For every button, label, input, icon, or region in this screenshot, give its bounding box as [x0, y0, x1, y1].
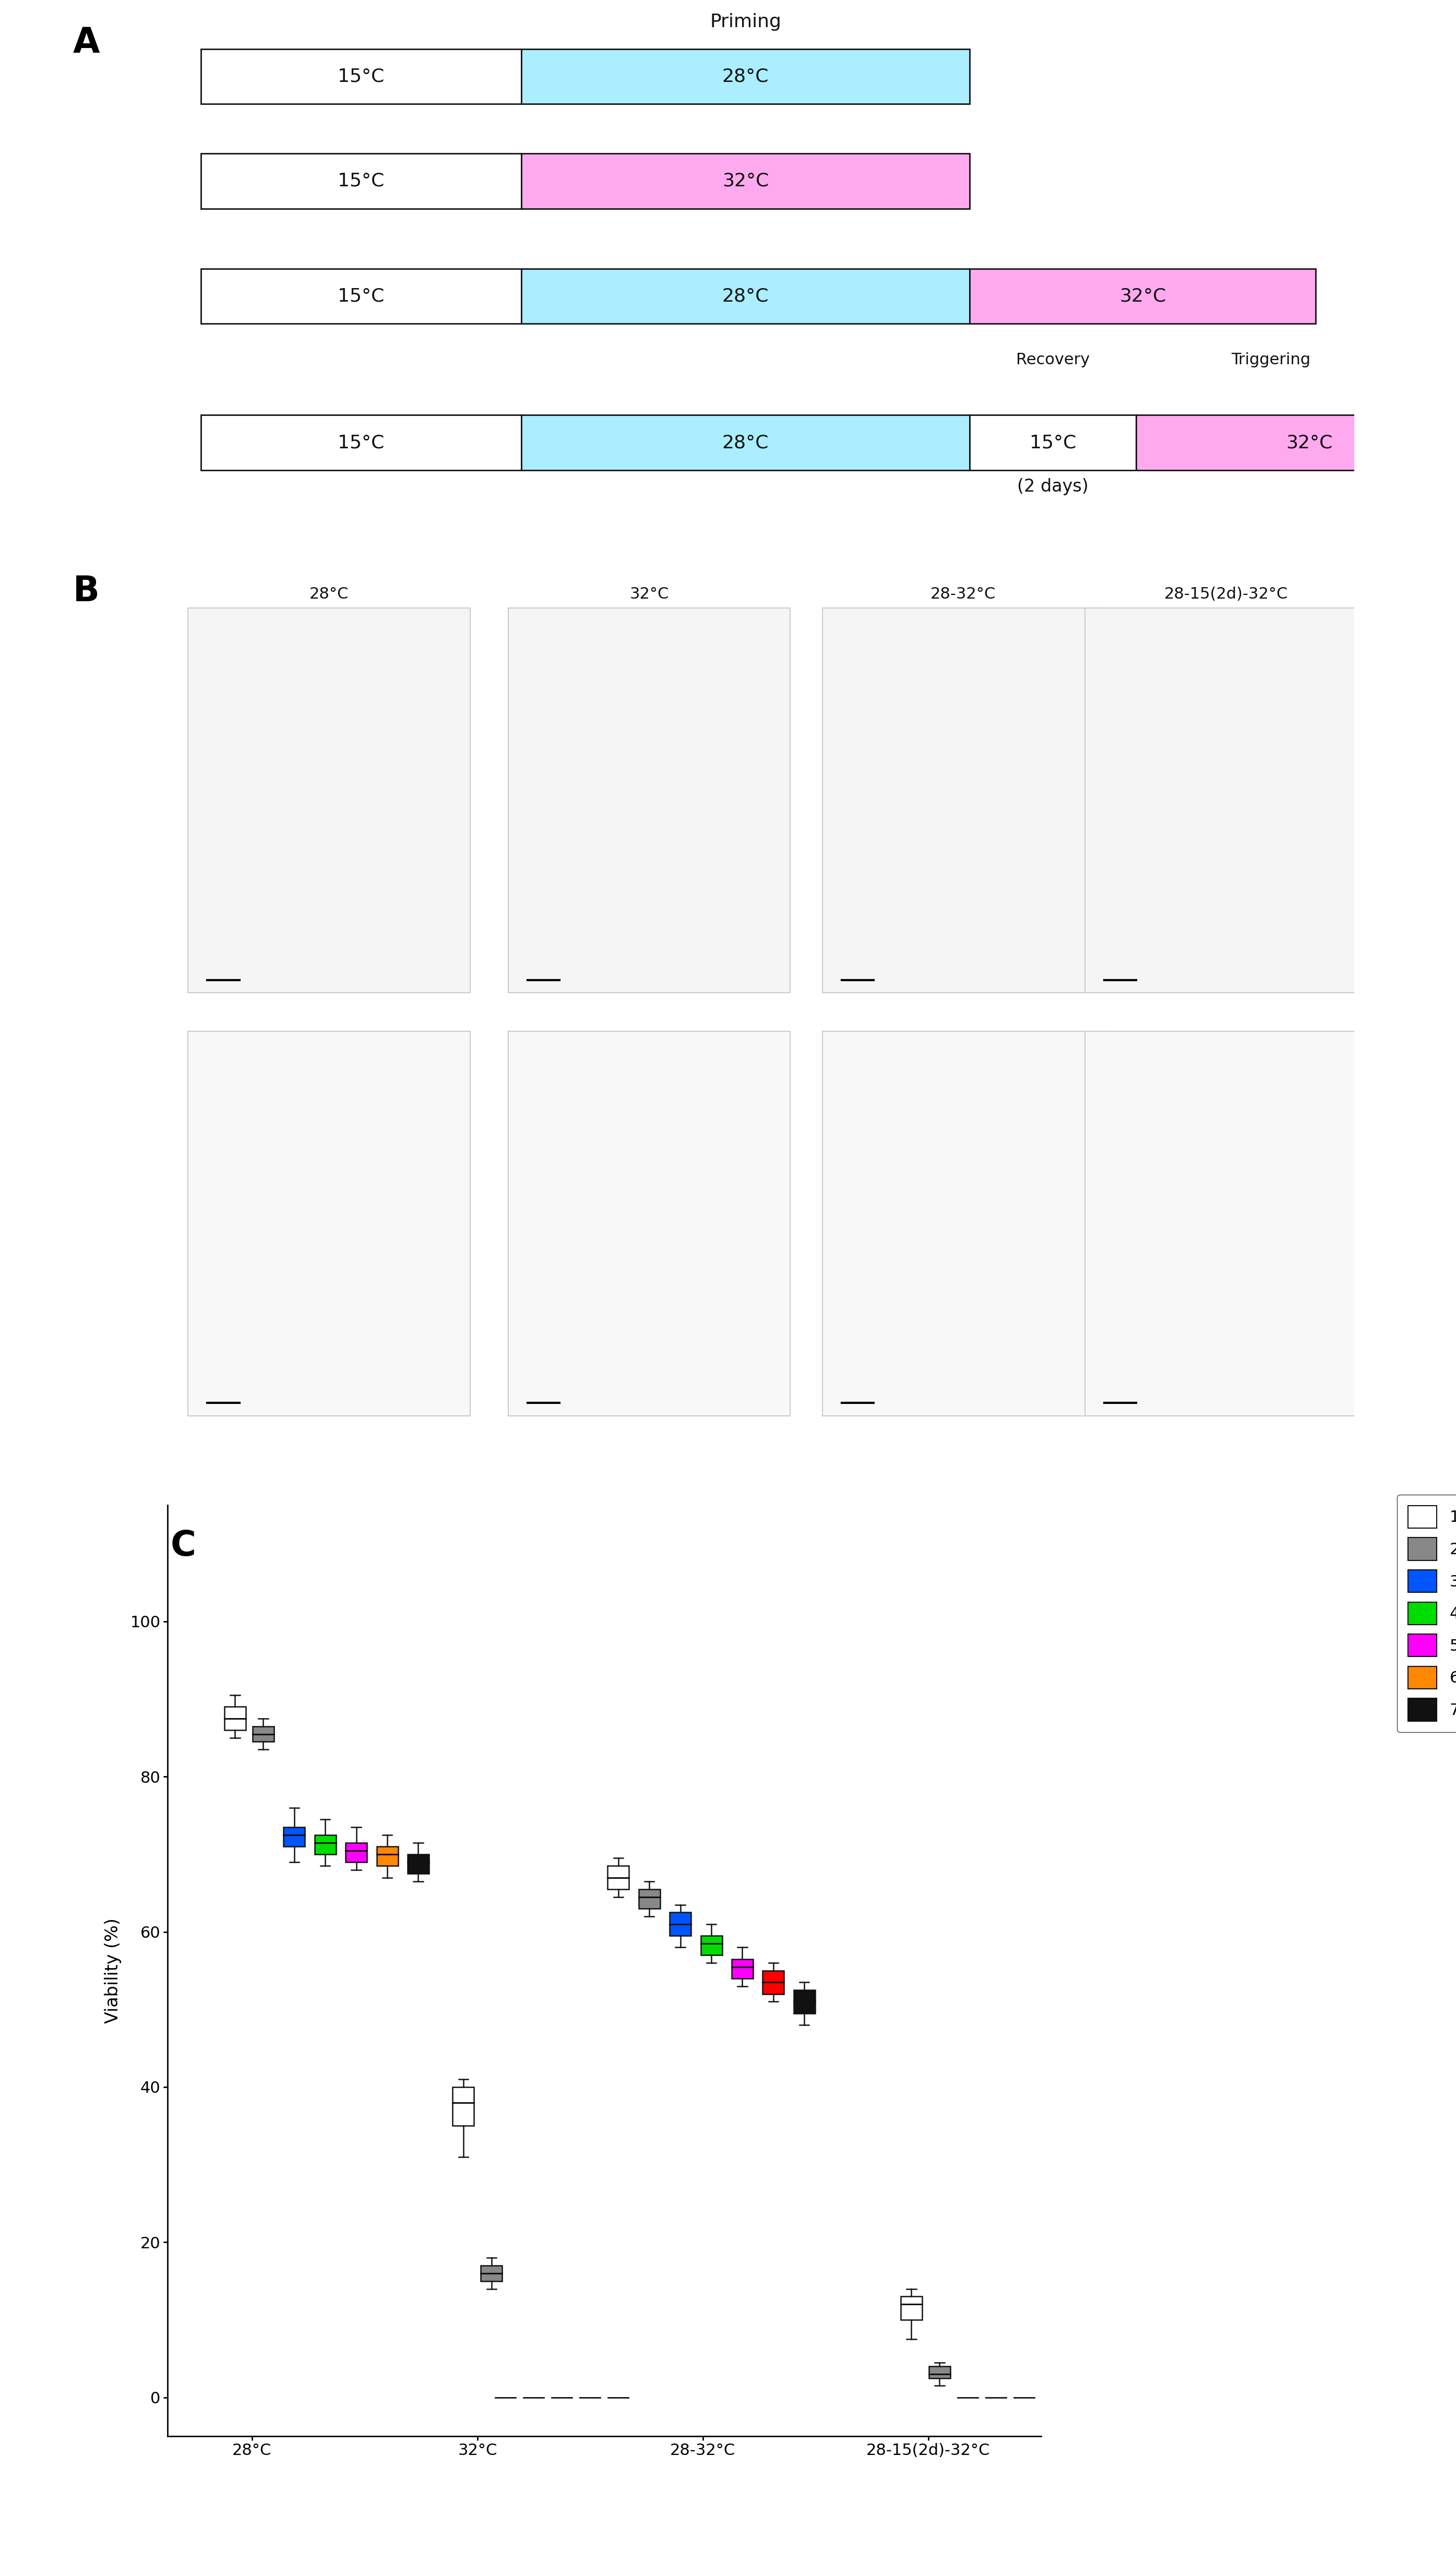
Bar — [508, 607, 791, 992]
Text: Recovery: Recovery — [1016, 352, 1091, 367]
Bar — [670, 1913, 692, 1936]
Bar — [345, 1842, 367, 1862]
Bar — [901, 2296, 922, 2319]
Bar — [453, 2087, 475, 2125]
Bar — [201, 268, 521, 324]
Bar — [314, 1834, 336, 1855]
Bar — [201, 416, 521, 469]
Bar — [377, 1847, 397, 1865]
Text: 28-15(2d)-32°C: 28-15(2d)-32°C — [1163, 587, 1289, 602]
Text: 28°C: 28°C — [722, 69, 769, 84]
Bar — [823, 1031, 1104, 1416]
Bar — [1085, 1031, 1367, 1416]
Bar — [521, 48, 970, 105]
Text: 28°C: 28°C — [722, 434, 769, 452]
Text: 15°C: 15°C — [338, 173, 384, 189]
Text: 28-32°C: 28-32°C — [930, 587, 996, 602]
Bar — [521, 268, 970, 324]
Text: (2 days): (2 days) — [1018, 477, 1089, 495]
Bar — [1136, 416, 1456, 469]
Legend: 1 day, 2 days, 3 days, 4 days, 5 days, 6 days, 7 days: 1 day, 2 days, 3 days, 4 days, 5 days, 6… — [1396, 1495, 1456, 1732]
Bar — [188, 607, 470, 992]
Text: A: A — [73, 26, 100, 61]
Bar — [521, 416, 970, 469]
Bar — [201, 153, 521, 209]
Text: Triggering: Triggering — [1232, 352, 1310, 367]
Bar — [970, 416, 1136, 469]
Bar — [731, 1959, 753, 1980]
Text: Priming: Priming — [709, 13, 782, 31]
Text: 28°C: 28°C — [722, 288, 769, 306]
Bar — [929, 2367, 951, 2378]
Text: 32°C: 32°C — [1286, 434, 1332, 452]
Text: 32°C: 32°C — [629, 587, 670, 602]
Text: 28°C: 28°C — [309, 587, 349, 602]
Text: 15°C: 15°C — [338, 434, 384, 452]
Text: 32°C: 32°C — [722, 173, 769, 189]
Bar — [639, 1890, 660, 1908]
Bar — [700, 1936, 722, 1954]
Text: B: B — [73, 574, 99, 610]
Bar — [508, 1031, 791, 1416]
Bar — [794, 1990, 815, 2013]
Text: 32°C: 32°C — [1120, 288, 1166, 306]
Text: 15°C: 15°C — [1029, 434, 1076, 452]
Text: 15°C: 15°C — [338, 69, 384, 84]
Text: C: C — [170, 1528, 195, 1564]
Bar — [521, 153, 970, 209]
Y-axis label: Viability (%): Viability (%) — [105, 1918, 121, 2023]
Bar — [823, 607, 1104, 992]
Bar — [970, 268, 1316, 324]
Bar — [252, 1727, 274, 1742]
Bar — [1085, 607, 1367, 992]
Bar — [201, 48, 521, 105]
Bar — [188, 1031, 470, 1416]
Text: 15°C: 15°C — [338, 288, 384, 306]
Bar — [763, 1969, 783, 1995]
Bar — [607, 1865, 629, 1890]
Bar — [284, 1827, 304, 1847]
Bar — [480, 2265, 502, 2281]
Bar — [408, 1855, 430, 1872]
Bar — [224, 1707, 246, 1730]
